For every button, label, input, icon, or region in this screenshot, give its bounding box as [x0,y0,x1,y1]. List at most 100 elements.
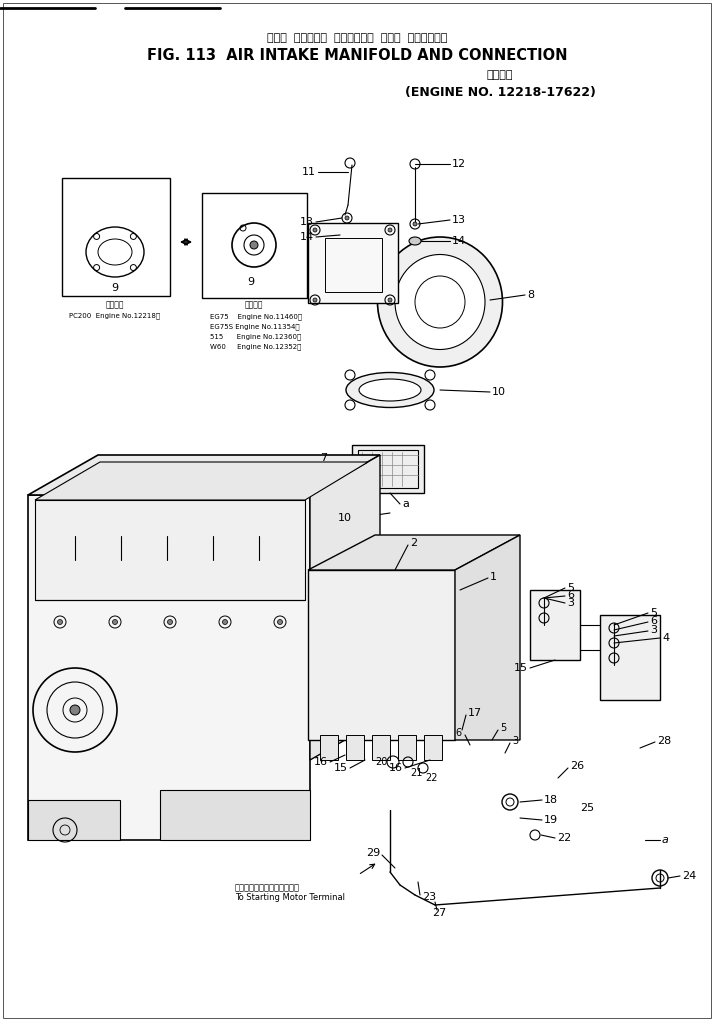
Circle shape [388,298,392,302]
Polygon shape [310,455,380,760]
Bar [202,193,307,298]
Circle shape [313,228,317,232]
Text: 15: 15 [334,763,348,773]
Text: a: a [402,499,409,509]
Circle shape [278,620,283,625]
Text: 13: 13 [452,215,466,225]
Text: PC200  Engine No.12218〜: PC200 Engine No.12218〜 [69,312,161,320]
Text: 16: 16 [389,763,403,773]
Text: 27: 27 [432,908,446,918]
Text: 5: 5 [500,723,506,733]
Bar [135,635,255,675]
Polygon shape [35,461,368,500]
Text: 10: 10 [492,387,506,397]
Text: 20: 20 [376,757,388,767]
Text: 12: 12 [452,159,466,169]
Text: 7: 7 [320,453,327,463]
Text: 2: 2 [410,538,417,548]
Circle shape [388,228,392,232]
Polygon shape [346,735,364,760]
Circle shape [113,620,118,625]
Text: 13: 13 [300,217,314,227]
Text: 4: 4 [662,633,669,643]
Text: 26: 26 [570,761,584,771]
Text: 24: 24 [682,871,696,881]
Circle shape [250,241,258,249]
Text: スターティングモータ端子へ: スターティングモータ端子へ [235,883,300,892]
Text: 9: 9 [248,277,255,287]
Text: 23: 23 [422,892,436,902]
Polygon shape [320,735,338,760]
Polygon shape [308,570,455,740]
Polygon shape [28,495,310,840]
Ellipse shape [409,237,421,245]
Text: 3: 3 [567,598,574,607]
Text: 25: 25 [580,803,594,813]
Text: 5: 5 [567,583,574,593]
Polygon shape [530,590,580,660]
Bar [358,450,418,488]
Polygon shape [308,223,398,303]
Text: EG75S Engine No.11354〜: EG75S Engine No.11354〜 [210,324,300,331]
Text: 10: 10 [338,513,352,523]
Text: 14: 14 [452,236,466,246]
Text: a: a [662,835,669,845]
Text: 5: 5 [650,607,657,618]
Text: 515      Engine No.12360〜: 515 Engine No.12360〜 [210,334,301,340]
Bar [352,445,424,493]
Text: 6: 6 [567,590,574,600]
Text: エアー  インテーク  マニホールド  および  コネクション: エアー インテーク マニホールド および コネクション [267,33,447,43]
Text: 22: 22 [425,773,438,783]
Polygon shape [600,615,660,700]
Text: 9: 9 [111,283,119,293]
Text: 1: 1 [490,572,497,582]
Bar [62,178,170,296]
Text: 21: 21 [410,768,423,778]
Circle shape [223,620,228,625]
Bar [130,630,260,680]
Text: 6: 6 [650,616,657,626]
Polygon shape [424,735,442,760]
Text: 15: 15 [514,663,528,673]
Circle shape [70,704,80,715]
Text: 29: 29 [366,848,380,858]
Text: FIG. 113  AIR INTAKE MANIFOLD AND CONNECTION: FIG. 113 AIR INTAKE MANIFOLD AND CONNECT… [147,49,567,63]
Text: 16: 16 [314,757,328,767]
Ellipse shape [346,373,434,407]
Polygon shape [455,535,520,740]
Text: 適用号機: 適用号機 [245,300,263,309]
Polygon shape [35,500,305,600]
Ellipse shape [378,237,503,367]
Text: 11: 11 [302,167,316,177]
Text: 8: 8 [527,290,534,300]
Polygon shape [28,455,380,495]
Circle shape [58,620,63,625]
Text: To Starting Motor Terminal: To Starting Motor Terminal [235,893,345,903]
Text: (ENGINE NO. 12218-17622): (ENGINE NO. 12218-17622) [405,87,595,99]
Ellipse shape [340,231,352,239]
Text: EG75    Engine No.11460〜: EG75 Engine No.11460〜 [210,313,302,321]
Circle shape [168,620,173,625]
Text: 19: 19 [544,815,558,825]
Ellipse shape [359,379,421,401]
Circle shape [345,216,349,220]
Text: 3: 3 [650,625,657,635]
Polygon shape [398,735,416,760]
Text: 28: 28 [657,736,671,746]
Text: 適用号機: 適用号機 [106,300,124,309]
Text: 22: 22 [557,833,571,843]
Text: 6: 6 [456,728,462,738]
Text: 14: 14 [300,232,314,242]
Text: 3: 3 [512,736,518,746]
Text: 17: 17 [468,708,482,718]
Text: W60     Engine No.12352〜: W60 Engine No.12352〜 [210,344,301,350]
Polygon shape [372,735,390,760]
Polygon shape [160,790,310,840]
Circle shape [313,298,317,302]
Polygon shape [28,800,120,840]
Circle shape [413,222,417,226]
Text: 18: 18 [544,795,558,805]
Text: 適用号機: 適用号機 [487,70,513,80]
Polygon shape [308,535,520,570]
Ellipse shape [395,254,485,349]
